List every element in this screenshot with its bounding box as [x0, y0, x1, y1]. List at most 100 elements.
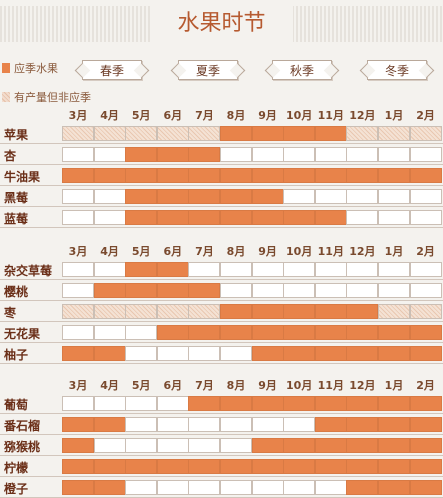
- in-season-swatch: [2, 63, 10, 73]
- in-season-cell: [156, 168, 189, 183]
- legend-out-season-label: 有产量但非应季: [14, 91, 91, 104]
- row-divider: [0, 300, 443, 301]
- title-bar: 水果时节: [0, 6, 443, 42]
- row-divider: [0, 476, 443, 477]
- in-season-cell: [251, 304, 284, 319]
- in-season-cell: [220, 210, 253, 225]
- in-season-cell: [251, 396, 284, 411]
- season-spring: 春季: [82, 60, 142, 80]
- empty-cell: [251, 480, 284, 495]
- month-header: 4月: [100, 109, 119, 122]
- empty-cell: [314, 147, 347, 162]
- in-season-cell: [314, 396, 347, 411]
- fruit-name: 牛油果: [4, 170, 41, 184]
- row-divider: [0, 164, 443, 165]
- in-season-cell: [378, 480, 411, 495]
- empty-cell: [62, 283, 95, 298]
- fruit-name: 无花果: [4, 327, 41, 341]
- out-season-cell: [156, 126, 189, 141]
- in-season-cell: [314, 126, 347, 141]
- month-header: 11月: [317, 109, 344, 122]
- month-header: 7月: [195, 245, 214, 258]
- empty-cell: [346, 147, 379, 162]
- fruit-name: 樱桃: [4, 285, 29, 299]
- empty-cell: [346, 262, 379, 277]
- empty-cell: [93, 210, 126, 225]
- in-season-cell: [251, 168, 284, 183]
- in-season-cell: [220, 168, 253, 183]
- empty-cell: [409, 210, 442, 225]
- empty-cell: [346, 210, 379, 225]
- in-season-cell: [125, 210, 158, 225]
- empty-cell: [283, 262, 316, 277]
- in-season-cell: [156, 210, 189, 225]
- in-season-cell: [251, 346, 284, 361]
- fruit-name: 杂交草莓: [4, 264, 53, 278]
- empty-cell: [251, 417, 284, 432]
- fruit-name: 柚子: [4, 348, 29, 362]
- month-header: 9月: [258, 379, 277, 392]
- in-season-cell: [409, 417, 442, 432]
- empty-cell: [251, 147, 284, 162]
- empty-cell: [62, 210, 95, 225]
- empty-cell: [93, 189, 126, 204]
- in-season-cell: [314, 304, 347, 319]
- empty-cell: [188, 346, 221, 361]
- in-season-cell: [93, 459, 126, 474]
- in-season-cell: [283, 396, 316, 411]
- month-header: 12月: [349, 109, 376, 122]
- in-season-cell: [251, 459, 284, 474]
- page-title: 水果时节: [150, 6, 293, 42]
- month-header: 6月: [163, 245, 183, 258]
- in-season-cell: [220, 325, 253, 340]
- in-season-cell: [251, 438, 284, 453]
- month-header: 9月: [258, 245, 277, 258]
- in-season-cell: [378, 459, 411, 474]
- in-season-cell: [220, 304, 253, 319]
- month-header: 12月: [349, 379, 376, 392]
- in-season-cell: [378, 438, 411, 453]
- in-season-cell: [283, 304, 316, 319]
- empty-cell: [125, 480, 158, 495]
- empty-cell: [93, 438, 126, 453]
- month-header: 10月: [286, 379, 313, 392]
- empty-cell: [62, 147, 95, 162]
- empty-cell: [188, 480, 221, 495]
- in-season-cell: [125, 168, 158, 183]
- empty-cell: [314, 283, 347, 298]
- legend-out-season: 有产量但非应季: [2, 89, 91, 105]
- month-header: 10月: [286, 109, 313, 122]
- out-season-cell: [125, 126, 158, 141]
- out-season-cell: [62, 304, 95, 319]
- in-season-cell: [251, 189, 284, 204]
- month-header: 7月: [195, 379, 214, 392]
- empty-cell: [283, 147, 316, 162]
- season-autumn: 秋季: [272, 60, 332, 80]
- in-season-cell: [314, 210, 347, 225]
- month-header: 3月: [68, 379, 88, 392]
- in-season-cell: [378, 168, 411, 183]
- out-season-cell: [409, 304, 442, 319]
- empty-cell: [378, 147, 411, 162]
- in-season-cell: [346, 325, 379, 340]
- in-season-cell: [93, 346, 126, 361]
- in-season-cell: [251, 325, 284, 340]
- in-season-cell: [251, 210, 284, 225]
- out-season-cell: [378, 304, 411, 319]
- legend-in-season-label: 应季水果: [14, 62, 58, 75]
- in-season-cell: [125, 147, 158, 162]
- empty-cell: [378, 210, 411, 225]
- empty-cell: [346, 283, 379, 298]
- in-season-cell: [346, 304, 379, 319]
- in-season-cell: [283, 126, 316, 141]
- in-season-cell: [220, 459, 253, 474]
- row-divider: [0, 342, 443, 343]
- empty-cell: [378, 189, 411, 204]
- legend-in-season: 应季水果: [2, 60, 58, 76]
- in-season-cell: [188, 189, 221, 204]
- month-header: 2月: [416, 245, 435, 258]
- month-header: 4月: [100, 245, 119, 258]
- empty-cell: [378, 283, 411, 298]
- in-season-cell: [378, 396, 411, 411]
- month-header: 1月: [384, 245, 404, 258]
